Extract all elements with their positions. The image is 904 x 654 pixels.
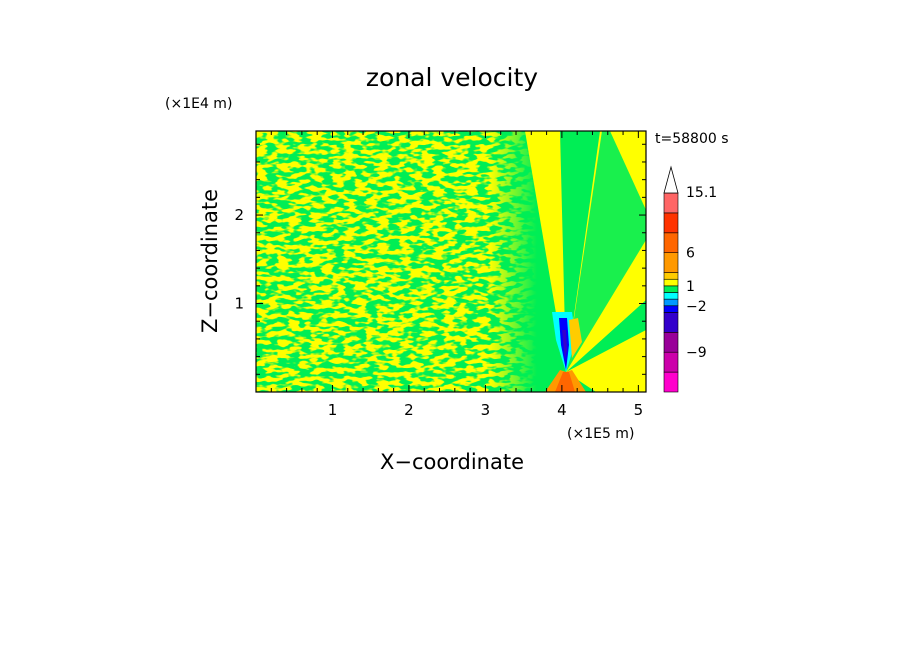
plot-area [256,131,646,392]
plot-frame [255,130,647,393]
x-tick-label: 1 [328,401,338,419]
colorbar-segment [663,371,679,393]
colorbar-segment [663,232,679,254]
x-tick-label: 5 [634,401,644,419]
chart-title: zonal velocity [366,63,538,92]
y-tick-label: 1 [234,295,244,313]
time-annotation: t=58800 s [655,131,729,147]
x-tick-label: 3 [481,401,491,419]
y-axis-unit: (×1E4 m) [165,96,232,112]
cone-yellow-left [525,131,566,372]
x-ticks: 1 2 3 4 5 [270,131,644,419]
colorbar-segment [663,278,679,287]
jet-red [555,372,575,392]
colorbar [663,165,679,393]
colorbar-segment [663,298,679,307]
colorbar-segment [663,331,679,353]
colorbar-segment [663,272,679,280]
x-tick-label: 4 [557,401,567,419]
x-axis-unit: (×1E5 m) [567,426,634,442]
y-axis-label: Z−coordinate [198,189,222,333]
cone-green-inner [566,131,646,372]
colorbar-segment [663,192,679,214]
colorbar-extension [663,165,679,194]
cone-green-lower [566,300,646,372]
colorbar-segment [663,212,679,234]
colorbar-label: 1 [686,279,695,295]
x-axis-label: X−coordinate [380,450,524,474]
colorbar-label: 6 [686,246,695,262]
colorbar-segment [663,285,679,293]
jet-purple [562,330,567,360]
colorbar-label: 15.1 [686,185,717,201]
colorbar-segment [663,351,679,373]
colorbar-segment [663,292,679,300]
colorbar-segment [663,312,679,333]
y-ticks: 12 [234,143,646,375]
colorbar-segment [663,305,679,313]
colorbar-label: −2 [686,299,707,315]
colorbar-segment [663,252,679,273]
y-tick-label: 2 [234,206,244,224]
colorbar-label: −9 [686,345,707,361]
x-tick-label: 2 [404,401,414,419]
jet-upper-orange [569,318,582,358]
colorbar-labels: 15.1 6 1 −2 −9 [686,185,717,361]
